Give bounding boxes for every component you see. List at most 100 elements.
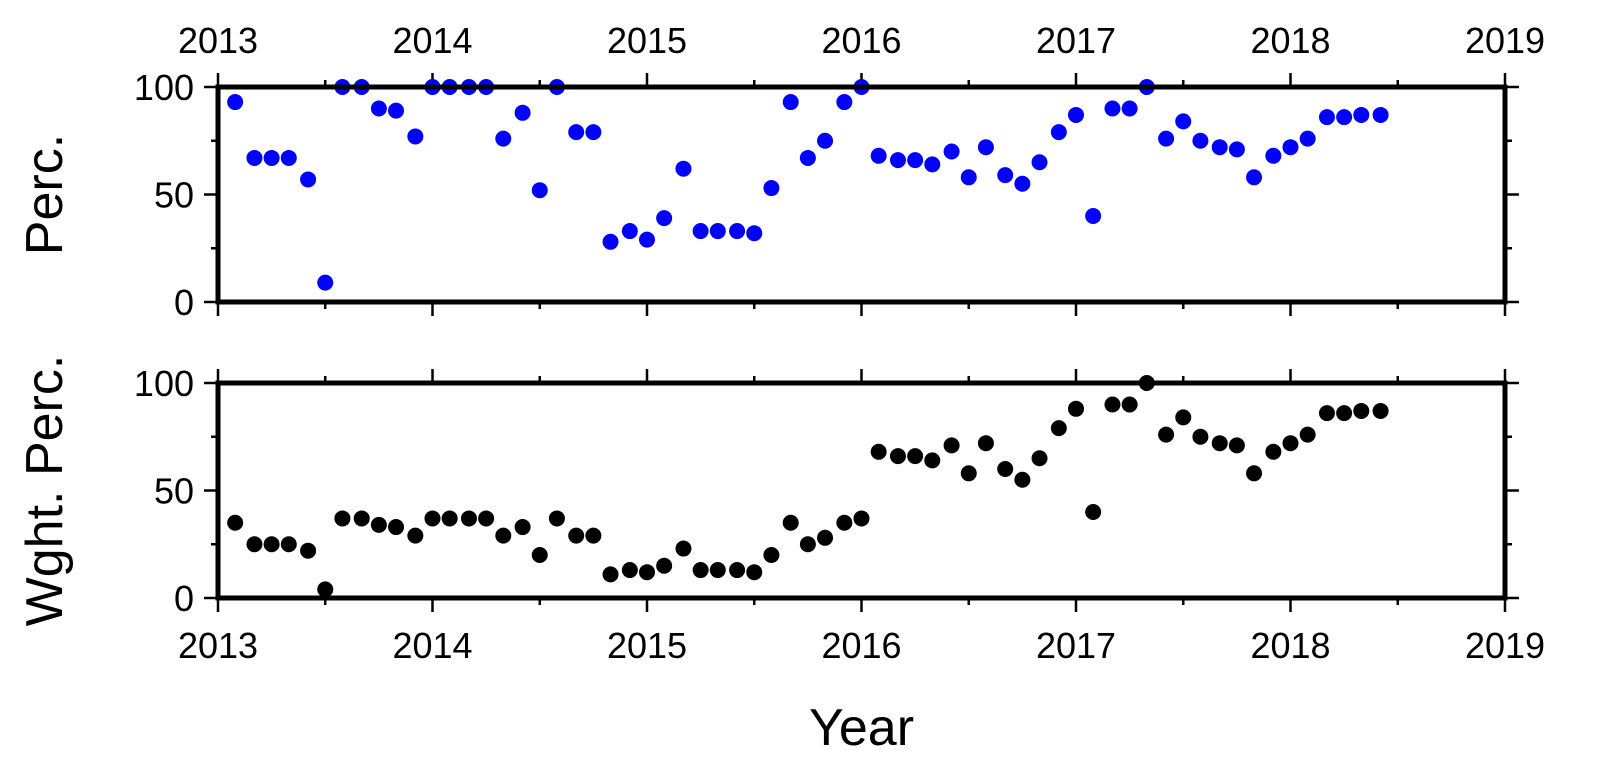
bottom-panel: 0 50 100 2013 2014 2015 2016 2017 2018 2019 Wght. … <box>16 355 1545 757</box>
data-point <box>514 104 531 121</box>
data-point <box>514 519 531 536</box>
x-tick-label: 2019 <box>1465 20 1545 61</box>
data-point <box>729 562 746 579</box>
data-point <box>424 510 441 527</box>
y-tick-label: 0 <box>174 282 194 323</box>
data-point <box>495 130 512 147</box>
x-tick-label: 2018 <box>1250 625 1330 666</box>
data-point <box>1192 428 1209 445</box>
data-point <box>1246 169 1263 186</box>
y-tick-label: 0 <box>174 578 194 619</box>
data-point <box>1085 504 1102 520</box>
data-point <box>621 562 638 579</box>
data-point <box>729 223 746 240</box>
data-point <box>960 169 977 186</box>
data-point <box>1282 435 1299 452</box>
data-point <box>675 540 692 557</box>
data-point <box>1299 426 1316 443</box>
data-point <box>478 510 495 527</box>
data-point <box>585 527 602 544</box>
data-point <box>853 510 870 527</box>
data-point <box>246 149 263 166</box>
data-point <box>1282 139 1299 156</box>
data-point <box>656 210 673 227</box>
data-point <box>1246 465 1263 482</box>
data-point <box>317 581 334 598</box>
data-point <box>1265 147 1282 164</box>
data-point <box>1372 106 1389 123</box>
data-point <box>943 143 960 160</box>
data-point <box>1158 130 1175 147</box>
x-tick-label: 2016 <box>821 625 901 666</box>
y-tick-label: 100 <box>134 363 194 404</box>
data-point <box>300 542 317 559</box>
data-point <box>943 437 960 454</box>
data-point <box>836 514 853 531</box>
data-point <box>977 139 994 156</box>
data-point <box>370 516 387 533</box>
data-point <box>441 510 458 527</box>
data-point <box>407 527 424 544</box>
data-point <box>1158 426 1175 443</box>
data-point <box>639 564 655 581</box>
x-tick-label: 2017 <box>1036 625 1116 666</box>
data-point <box>870 443 887 460</box>
data-point <box>889 152 906 169</box>
data-point <box>568 124 585 141</box>
data-point <box>1121 100 1138 117</box>
data-point <box>1336 405 1353 422</box>
x-tick-label: 2013 <box>178 20 258 61</box>
data-point <box>1175 113 1192 130</box>
data-point <box>782 514 799 531</box>
data-point <box>280 536 297 553</box>
data-point <box>280 149 297 166</box>
x-axis-title: Year <box>809 699 914 757</box>
data-point <box>353 510 370 527</box>
data-point <box>388 519 405 536</box>
y-tick-label: 50 <box>154 175 194 216</box>
data-point <box>370 100 387 117</box>
plot-frame <box>215 380 1508 601</box>
data-point <box>1353 106 1370 123</box>
data-point <box>1014 175 1031 192</box>
data-point <box>692 223 709 240</box>
y-axis-title: Perc. <box>16 134 74 255</box>
data-point <box>227 94 244 111</box>
data-point <box>568 527 585 544</box>
data-point <box>817 132 834 149</box>
data-point <box>924 156 941 173</box>
x-tick-label: 2015 <box>607 20 687 61</box>
data-point <box>621 223 638 240</box>
data-point <box>1031 450 1048 467</box>
data-point <box>782 94 799 111</box>
data-point <box>1050 124 1067 141</box>
data-point <box>1318 109 1335 126</box>
data-point <box>675 160 692 177</box>
data-point <box>889 448 906 465</box>
data-point <box>817 529 834 546</box>
data-point <box>907 448 924 465</box>
data-point <box>300 171 317 188</box>
data-point <box>531 547 548 563</box>
data-point <box>1068 400 1084 417</box>
y-tick-label: 100 <box>134 67 194 108</box>
x-tick-label: 2014 <box>392 625 472 666</box>
data-point <box>246 536 263 553</box>
data-point <box>1085 208 1102 224</box>
data-point <box>1265 443 1282 460</box>
data-point <box>460 510 477 527</box>
data-point <box>531 182 548 199</box>
data-point <box>1299 130 1316 147</box>
data-point <box>1121 396 1138 413</box>
data-point <box>763 547 780 563</box>
data-point <box>870 147 887 164</box>
x-tick-label: 2017 <box>1036 20 1116 61</box>
data-point <box>1336 109 1353 126</box>
data-point <box>1211 139 1228 156</box>
data-point <box>746 225 763 242</box>
x-tick-label: 2016 <box>821 20 901 61</box>
data-point <box>1228 437 1245 454</box>
data-point <box>602 233 619 250</box>
data-point <box>799 536 816 553</box>
